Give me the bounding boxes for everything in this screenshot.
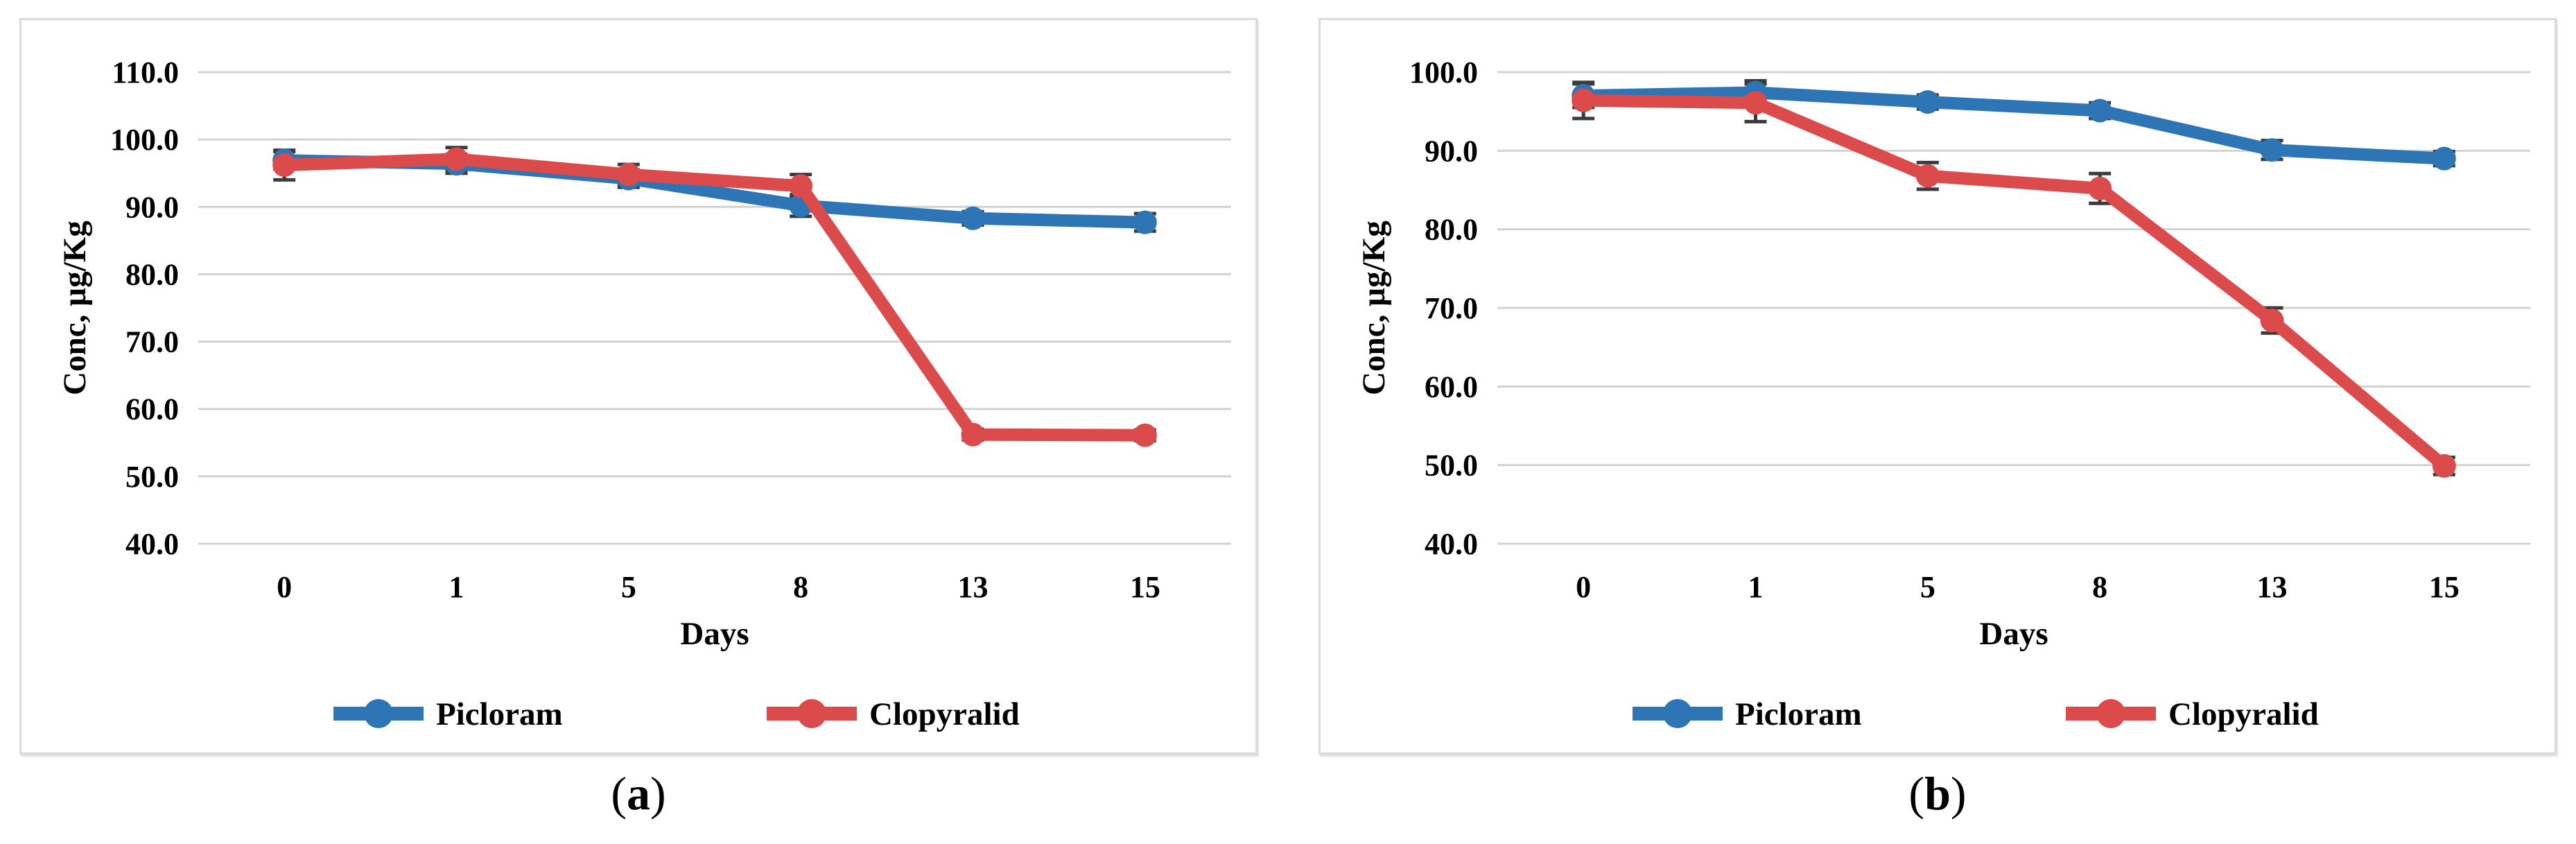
panel-b-label: (b) <box>1908 766 1966 821</box>
y-tick-label: 110.0 <box>112 55 179 89</box>
panel-b: 100.0 90.0 80.0 70.0 60.0 50.0 40.0 0 1 5 8 13 15 Day… <box>1319 18 2557 821</box>
data-point-marker <box>961 206 985 230</box>
series-line <box>278 154 1151 229</box>
error-bars <box>1572 78 2455 476</box>
y-axis-title: Conc, µg/Kg <box>1356 221 1392 395</box>
legend-item: Clopyralid <box>2066 696 2319 732</box>
x-tick-labels: 0 1 5 8 13 15 <box>1576 570 2460 604</box>
x-tick-label: 13 <box>958 570 989 604</box>
data-point-marker <box>2432 454 2456 478</box>
data-point-marker <box>2088 98 2112 123</box>
panel-a-close-paren: ) <box>650 767 666 820</box>
x-tick-label: 13 <box>2257 570 2288 604</box>
panel-a-label: (a) <box>611 766 665 821</box>
y-tick-label: 40.0 <box>125 527 179 561</box>
legend-item: Picloram <box>1633 696 1862 732</box>
legend-marker-circle <box>2096 699 2125 728</box>
y-tick-label: 100.0 <box>1409 55 1478 89</box>
y-tick-labels: 110.0 100.0 90.0 80.0 70.0 60.0 50.0 40.0 <box>110 55 179 561</box>
y-tick-label: 70.0 <box>1425 291 1478 325</box>
y-tick-label: 60.0 <box>125 393 179 427</box>
x-tick-label: 0 <box>1576 570 1591 604</box>
series-clopyralid <box>1572 88 2456 478</box>
x-tick-label: 8 <box>793 570 808 604</box>
panel-a: 110.0 100.0 90.0 80.0 70.0 60.0 50.0 40.0 0 1 5 8 13… <box>19 18 1257 821</box>
x-axis-title: Days <box>1979 616 2048 652</box>
x-tick-label: 0 <box>277 570 292 604</box>
data-point-marker <box>2260 309 2284 333</box>
x-tick-label: 1 <box>1748 570 1764 604</box>
data-point-marker <box>1915 164 1940 188</box>
chart-b: 100.0 90.0 80.0 70.0 60.0 50.0 40.0 0 1 5 8 13 15 Day… <box>1319 18 2557 755</box>
data-point-marker <box>961 422 985 447</box>
legend-item: Picloram <box>333 696 563 732</box>
data-point-marker <box>616 162 641 187</box>
grid-lines <box>1497 71 2530 545</box>
y-tick-label: 90.0 <box>1425 134 1478 168</box>
panel-a-open-paren: ( <box>611 767 627 820</box>
grid-lines <box>198 71 1231 545</box>
legend: Picloram Clopyralid <box>1633 696 2319 732</box>
data-point-marker <box>2260 138 2284 162</box>
data-point-marker <box>1133 210 1157 234</box>
legend-item: Clopyralid <box>767 696 1020 732</box>
legend-label: Clopyralid <box>2168 696 2319 732</box>
data-point-marker <box>1572 88 1596 112</box>
y-tick-label: 60.0 <box>1425 370 1478 404</box>
data-point-marker <box>1915 90 1940 114</box>
x-tick-label: 15 <box>1130 570 1160 604</box>
data-point-marker <box>1133 423 1157 447</box>
panel-b-letter: b <box>1924 767 1951 820</box>
y-tick-label: 50.0 <box>1425 449 1478 483</box>
series-picloram <box>1572 80 2456 171</box>
legend: Picloram Clopyralid <box>333 696 1020 732</box>
y-tick-label: 70.0 <box>125 325 179 359</box>
panel-b-open-paren: ( <box>1908 767 1925 820</box>
x-tick-label: 1 <box>449 570 464 604</box>
legend-marker-circle <box>364 699 393 728</box>
y-tick-label: 40.0 <box>1425 527 1478 561</box>
y-axis-title: Conc, µg/Kg <box>57 221 93 395</box>
panel-a-letter: a <box>627 767 650 820</box>
legend-marker-circle <box>797 699 826 728</box>
y-tick-labels: 100.0 90.0 80.0 70.0 60.0 50.0 40.0 <box>1409 55 1478 561</box>
series-line <box>1577 86 2451 165</box>
x-tick-labels: 0 1 5 8 13 15 <box>277 570 1160 604</box>
y-tick-label: 80.0 <box>125 257 179 291</box>
legend-marker-circle <box>1663 699 1692 728</box>
x-tick-label: 5 <box>621 570 636 604</box>
y-tick-label: 80.0 <box>1425 213 1478 247</box>
series-line <box>1577 94 2451 472</box>
x-axis-title: Days <box>680 616 749 652</box>
legend-label: Picloram <box>1735 696 1862 732</box>
panel-b-close-paren: ) <box>1950 767 1967 820</box>
data-point-marker <box>789 174 813 198</box>
y-tick-label: 50.0 <box>125 460 179 494</box>
legend-label: Picloram <box>436 696 563 732</box>
x-tick-label: 8 <box>2092 570 2107 604</box>
legend-label: Clopyralid <box>869 696 1020 732</box>
series-clopyralid <box>272 147 1157 447</box>
data-point-marker <box>2432 146 2456 171</box>
data-point-marker <box>444 147 469 171</box>
y-tick-label: 100.0 <box>110 123 179 157</box>
chart-a: 110.0 100.0 90.0 80.0 70.0 60.0 50.0 40.0 0 1 5 8 13… <box>19 18 1257 755</box>
data-point-marker <box>2088 176 2112 200</box>
line-chart: 100.090.080.070.060.050.040.00 1 5 8 13 15Day… <box>1356 55 2530 732</box>
y-tick-label: 90.0 <box>125 190 179 224</box>
data-point-marker <box>1743 91 1768 115</box>
data-point-marker <box>272 153 297 178</box>
x-tick-label: 15 <box>2429 570 2460 604</box>
series-line <box>278 153 1151 442</box>
x-tick-label: 5 <box>1920 570 1935 604</box>
